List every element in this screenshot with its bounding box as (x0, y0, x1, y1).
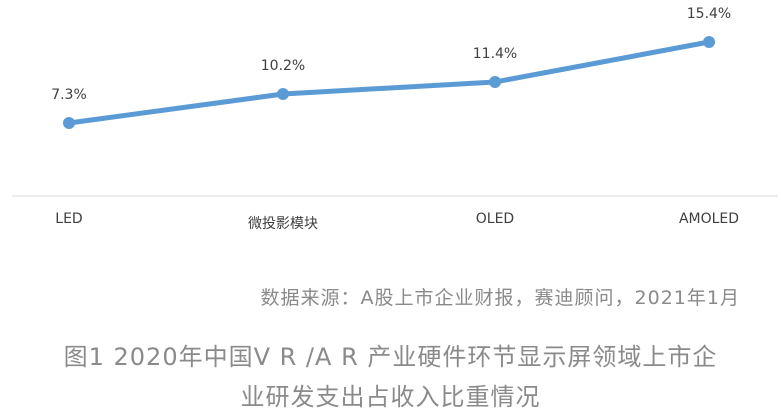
data-label-4: 15.4% (687, 6, 731, 22)
source-note: 数据来源：A股上市企业财报，赛迪顾问，2021年1月 (260, 287, 740, 309)
data-point-4 (703, 36, 715, 48)
data-point-1 (63, 117, 75, 129)
data-label-2: 10.2% (261, 58, 305, 74)
figure-caption-line-1: 图1 2020年中国V R /A R 产业硬件环节显示屏领域上市企 (63, 343, 718, 371)
x-tick-label-4: AMOLED (679, 211, 739, 227)
data-point-3 (489, 76, 501, 88)
x-tick-label-2: 微投影模块 (248, 216, 318, 232)
x-tick-label-3: OLED (476, 211, 514, 227)
data-label-3: 11.4% (473, 46, 517, 62)
series-line (66, 39, 712, 126)
figure-caption-line-2: 业研发支出占收入比重情况 (240, 383, 541, 411)
data-label-1: 7.3% (51, 87, 87, 103)
line-chart: 7.3% 10.2% 11.4% 15.4% LED 微投影模块 OLED AMOLED (12, 6, 778, 232)
data-point-2 (277, 88, 289, 100)
x-tick-label-1: LED (55, 211, 82, 227)
